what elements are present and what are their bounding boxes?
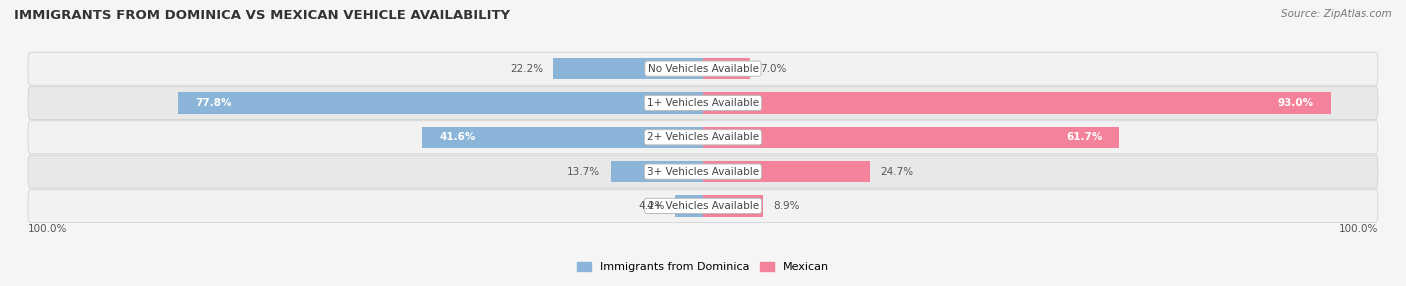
Text: 61.7%: 61.7% [1066,132,1102,142]
Text: 24.7%: 24.7% [880,167,912,176]
Bar [703,195,763,217]
FancyBboxPatch shape [28,189,1378,223]
Text: No Vehicles Available: No Vehicles Available [648,64,758,74]
FancyBboxPatch shape [28,155,1378,188]
Bar [703,92,1330,114]
Text: 100.0%: 100.0% [28,224,67,234]
Text: Source: ZipAtlas.com: Source: ZipAtlas.com [1281,9,1392,19]
Text: 41.6%: 41.6% [439,132,475,142]
Bar [703,58,751,79]
Bar [703,161,870,182]
Text: 93.0%: 93.0% [1278,98,1313,108]
Bar [703,127,1119,148]
Text: 7.0%: 7.0% [761,64,787,74]
Text: IMMIGRANTS FROM DOMINICA VS MEXICAN VEHICLE AVAILABILITY: IMMIGRANTS FROM DOMINICA VS MEXICAN VEHI… [14,9,510,21]
Text: 2+ Vehicles Available: 2+ Vehicles Available [647,132,759,142]
FancyBboxPatch shape [28,52,1378,85]
Text: 4.2%: 4.2% [638,201,665,211]
FancyBboxPatch shape [28,121,1378,154]
Text: 8.9%: 8.9% [773,201,800,211]
Text: 77.8%: 77.8% [195,98,232,108]
Text: 4+ Vehicles Available: 4+ Vehicles Available [647,201,759,211]
Text: 3+ Vehicles Available: 3+ Vehicles Available [647,167,759,176]
Legend: Immigrants from Dominica, Mexican: Immigrants from Dominica, Mexican [578,262,828,273]
Text: 1+ Vehicles Available: 1+ Vehicles Available [647,98,759,108]
FancyBboxPatch shape [28,86,1378,120]
Text: 13.7%: 13.7% [567,167,600,176]
Bar [610,161,703,182]
Bar [422,127,703,148]
Bar [553,58,703,79]
Bar [179,92,703,114]
Text: 22.2%: 22.2% [510,64,543,74]
Bar [675,195,703,217]
Text: 100.0%: 100.0% [1339,224,1378,234]
